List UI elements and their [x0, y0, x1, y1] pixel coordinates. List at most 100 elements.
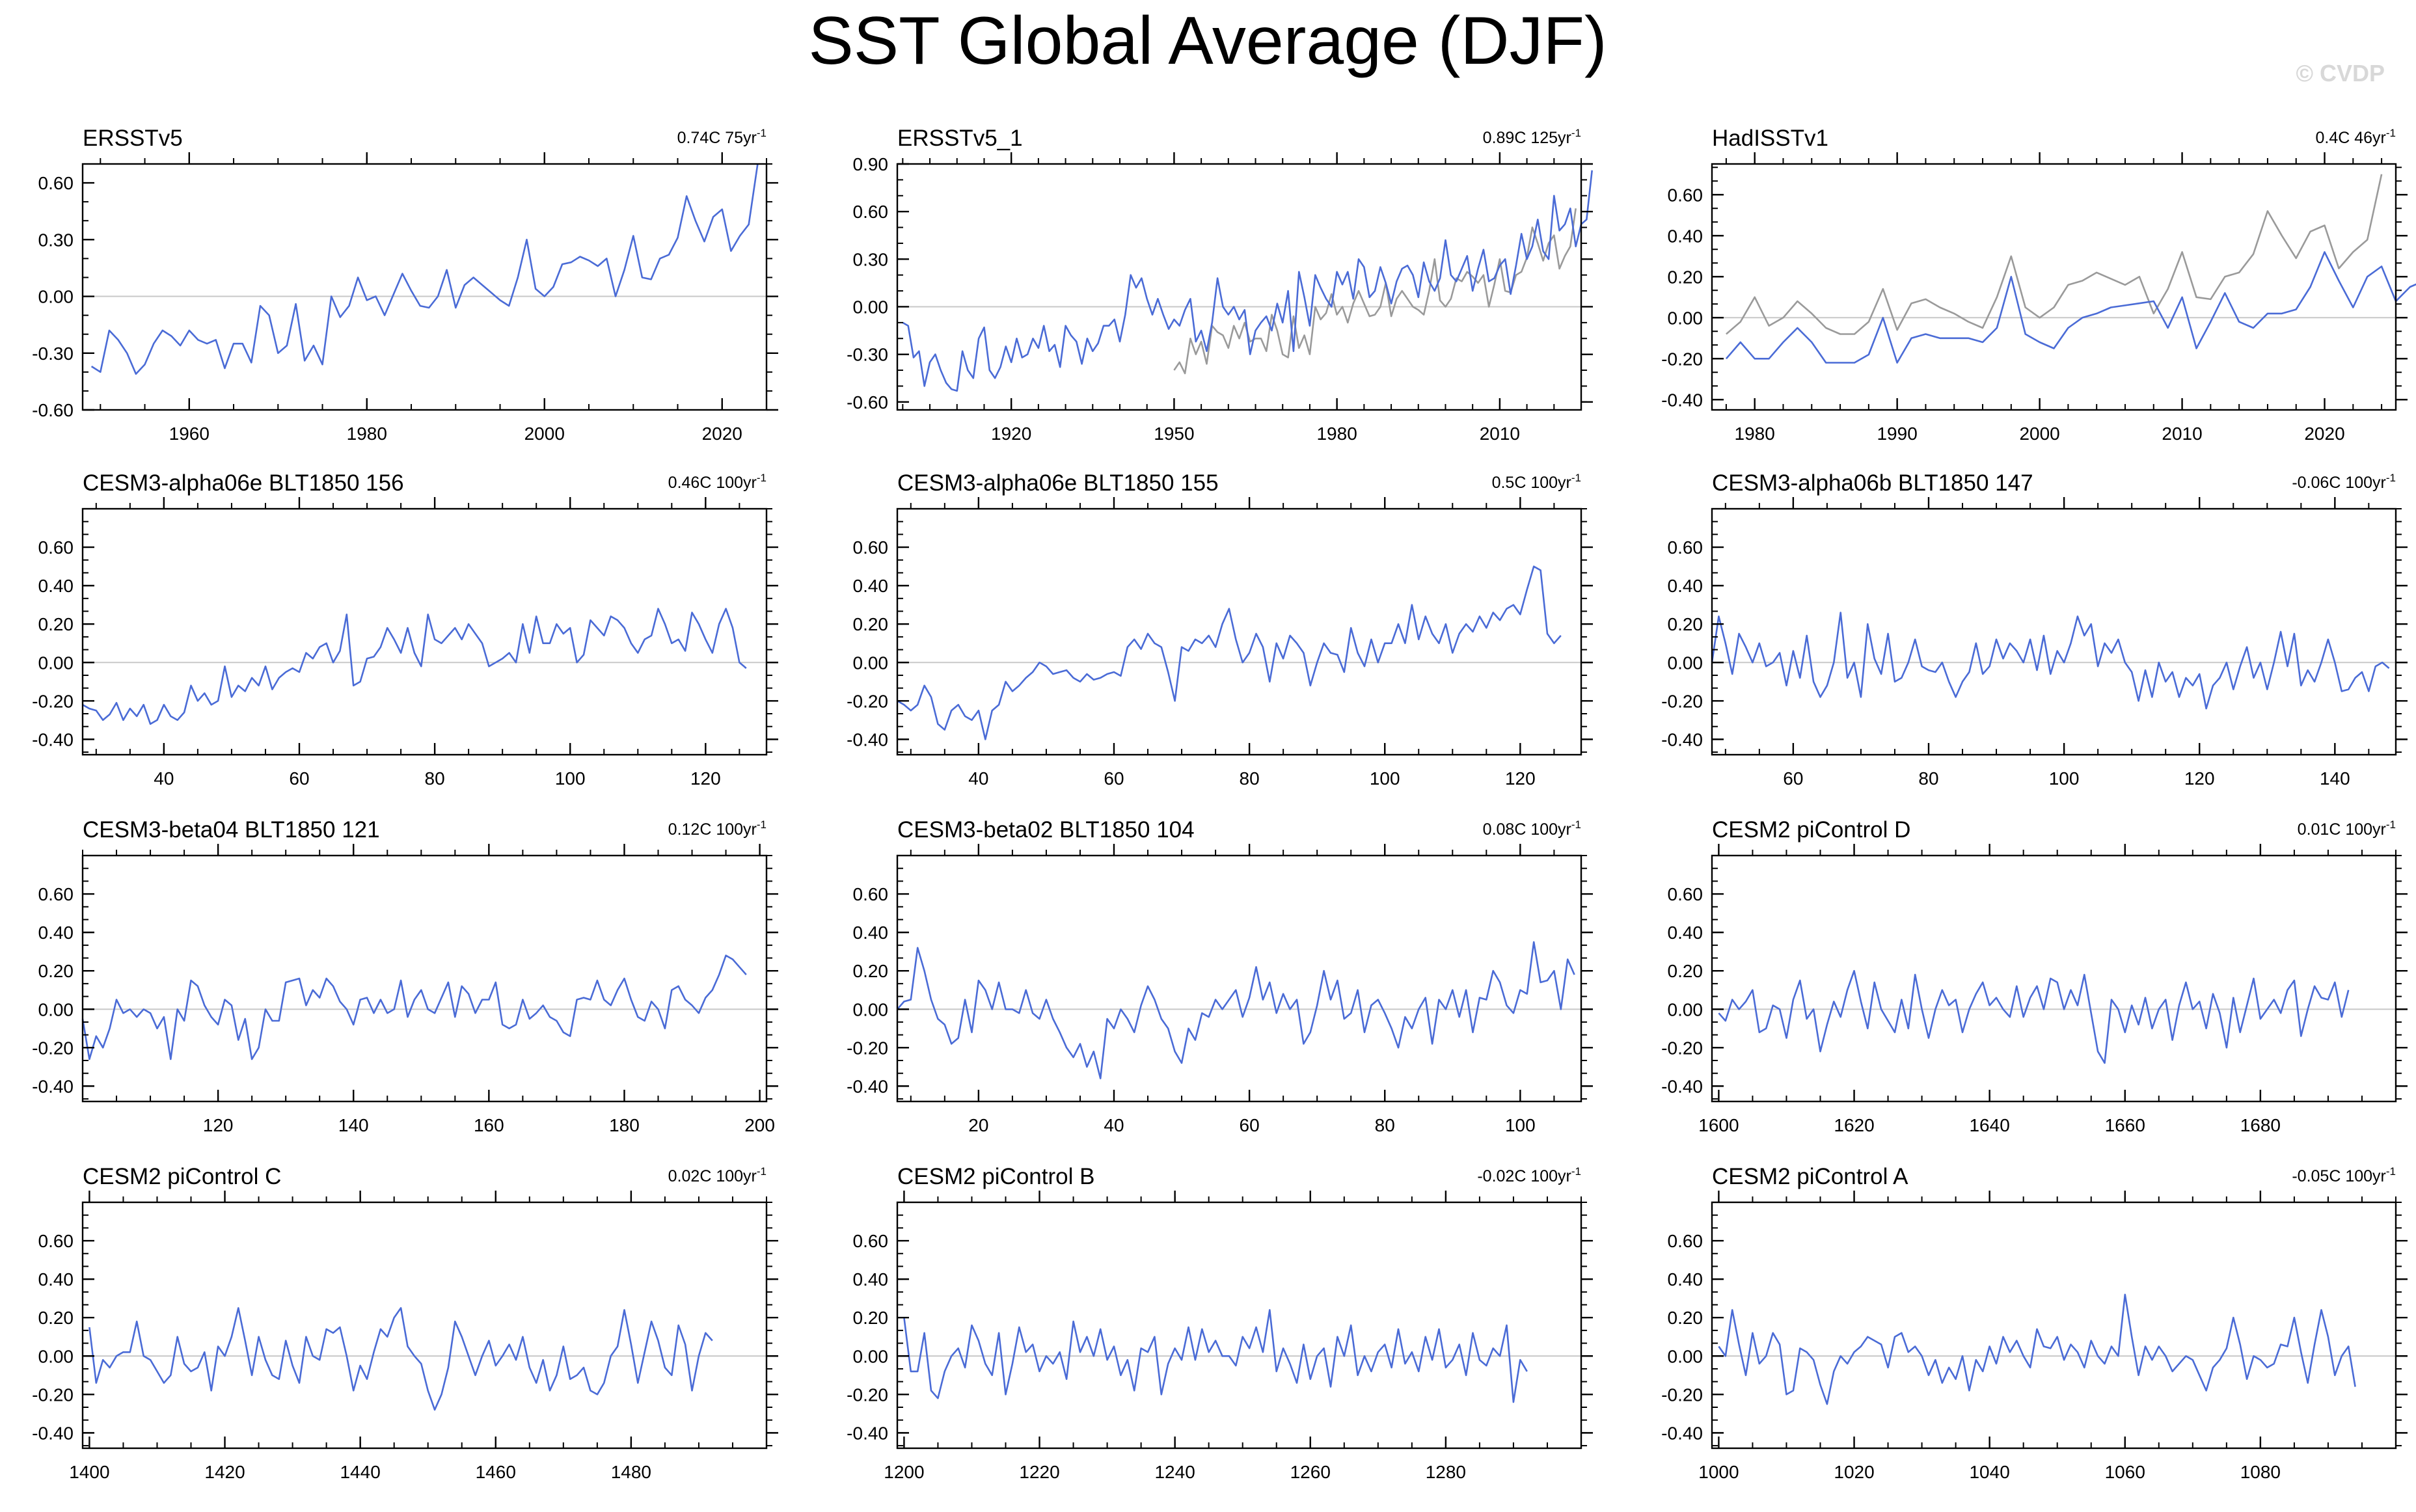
- trend-value: 0.02C 100yr: [668, 1167, 757, 1185]
- trend-exponent: -1: [1571, 1165, 1581, 1178]
- y-tick-label: -0.40: [847, 729, 888, 749]
- x-tick-label: 40: [968, 768, 988, 789]
- plot-frame: [1711, 854, 2397, 1103]
- series-line-primary: [1711, 612, 2390, 710]
- x-tick-label: 1640: [1969, 1115, 2009, 1135]
- y-tick-label: 0.60: [853, 202, 889, 222]
- x-tick-label: 2020: [702, 424, 742, 444]
- y-tick-label: -0.40: [1661, 390, 1703, 410]
- x-tick-label: 60: [1783, 768, 1803, 789]
- trend-label: 0.02C 100yr-1: [668, 1165, 767, 1185]
- y-tick-label: 0.60: [38, 1231, 74, 1251]
- y-tick-label: 0.20: [1668, 1308, 1703, 1328]
- x-tick-label: 1080: [2240, 1462, 2281, 1482]
- x-tick-label: 1980: [347, 424, 387, 444]
- series-line-primary: [88, 1307, 713, 1411]
- y-tick-label: 0.20: [38, 1308, 74, 1328]
- y-tick-label: 0.20: [1668, 961, 1703, 981]
- plot-frame: [1711, 1201, 2397, 1450]
- series-line-primary: [897, 941, 1575, 1079]
- trend-label: 0.89C 125yr-1: [1483, 127, 1581, 147]
- y-tick-label: -0.20: [847, 691, 888, 711]
- x-tick-label: 2000: [524, 424, 565, 444]
- y-tick-label: 0.40: [38, 923, 74, 943]
- plot-frame: [1711, 507, 2397, 756]
- y-tick-label: 0.00: [1668, 999, 1703, 1019]
- panel-6: CESM3-alpha06b BLT1850 147 -0.06C 100yr-1…: [1661, 470, 2408, 789]
- y-tick-label: 0.40: [1668, 576, 1703, 596]
- x-tick-label: 1200: [884, 1462, 924, 1482]
- y-tick-label: -0.20: [847, 1384, 888, 1405]
- y-tick-label: 0.00: [1668, 653, 1703, 673]
- panel-10: CESM2 piControl C 0.02C 100yr-1 1400 1420 14…: [32, 1164, 778, 1482]
- series-line-primary: [1718, 1293, 2356, 1405]
- x-tick-label: 140: [338, 1115, 369, 1135]
- x-tick-label: 1400: [69, 1462, 109, 1482]
- panel-4: CESM3-alpha06e BLT1850 156 0.46C 100yr-1 4…: [32, 470, 778, 789]
- x-tick-label: 160: [474, 1115, 504, 1135]
- watermark: © CVDP: [2296, 60, 2385, 87]
- y-tick-label: 0.30: [853, 249, 889, 269]
- x-tick-label: 100: [555, 768, 586, 789]
- y-tick-label: 0.60: [853, 884, 889, 904]
- trend-exponent: -1: [1571, 127, 1581, 139]
- y-tick-label: -0.40: [32, 1423, 74, 1443]
- y-tick-label: 0.20: [853, 1308, 889, 1328]
- y-tick-label: 0.40: [38, 576, 74, 596]
- x-tick-label: 1440: [340, 1462, 380, 1482]
- panel-9: CESM2 piControl D 0.01C 100yr-1 1600 1620 16…: [1661, 817, 2408, 1135]
- x-tick-label: 1980: [1316, 424, 1357, 444]
- panel-title: HadISSTv1: [1712, 126, 1828, 151]
- y-tick-label: 0.30: [38, 230, 74, 250]
- x-tick-label: 60: [1104, 768, 1124, 789]
- x-tick-label: 1040: [1969, 1462, 2009, 1482]
- x-tick-label: 120: [2184, 768, 2215, 789]
- panel-title: CESM2 piControl A: [1712, 1164, 1908, 1189]
- x-tick-label: 60: [289, 768, 309, 789]
- x-tick-label: 120: [690, 768, 721, 789]
- trend-value: 0.46C 100yr: [668, 474, 757, 492]
- y-tick-label: 0.00: [1668, 1346, 1703, 1366]
- trend-label: 0.74C 75yr-1: [677, 127, 767, 147]
- panel-title: CESM3-beta04 BLT1850 121: [83, 817, 380, 843]
- y-tick-label: 0.60: [38, 173, 74, 193]
- plot-frame: [896, 854, 1582, 1103]
- plot-frame: [896, 507, 1582, 756]
- series-line-reference: [1173, 208, 1577, 375]
- panel-title: CESM3-beta02 BLT1850 104: [897, 817, 1195, 843]
- panel-2: ERSSTv5_1 0.89C 125yr-1 1920 1950 1980 2010 -0…: [847, 126, 1593, 444]
- y-tick-label: -0.40: [1661, 729, 1703, 749]
- y-tick-label: -0.40: [32, 729, 74, 749]
- y-tick-label: 0.90: [853, 154, 889, 174]
- series-line-reference: [1726, 174, 2383, 335]
- y-tick-label: 0.60: [1668, 537, 1703, 558]
- x-tick-label: 180: [609, 1115, 640, 1135]
- x-tick-label: 40: [154, 768, 174, 789]
- x-tick-label: 100: [1505, 1115, 1536, 1135]
- y-tick-label: -0.20: [1661, 1038, 1703, 1058]
- x-tick-label: 120: [1505, 768, 1536, 789]
- panel-8: CESM3-beta02 BLT1850 104 0.08C 100yr-1 20 4…: [847, 817, 1593, 1135]
- y-tick-label: 0.40: [1668, 923, 1703, 943]
- x-tick-label: 60: [1240, 1115, 1260, 1135]
- trend-label: 0.01C 100yr-1: [2298, 818, 2396, 839]
- y-tick-label: 0.40: [853, 1269, 889, 1289]
- y-tick-label: 0.20: [1668, 614, 1703, 634]
- panel-7: CESM3-beta04 BLT1850 121 0.12C 100yr-1 120…: [32, 817, 778, 1135]
- panel-11: CESM2 piControl B -0.02C 100yr-1 1200 1220 1…: [847, 1164, 1593, 1482]
- x-tick-label: 1240: [1154, 1462, 1195, 1482]
- panel-title: CESM3-alpha06b BLT1850 147: [1712, 470, 2033, 496]
- y-tick-label: 0.40: [853, 923, 889, 943]
- trend-label: 0.4C 46yr-1: [2315, 127, 2396, 147]
- y-tick-label: -0.60: [847, 392, 888, 412]
- plot-frame: [81, 507, 768, 756]
- trend-value: 0.5C 100yr: [1492, 474, 1571, 492]
- y-tick-label: 0.00: [853, 297, 889, 317]
- y-tick-label: -0.20: [1661, 1384, 1703, 1405]
- x-tick-label: 80: [1918, 768, 1938, 789]
- x-tick-label: 20: [968, 1115, 988, 1135]
- panel-3: HadISSTv1 0.4C 46yr-1 1980 1990 2000 2010 2020…: [1661, 126, 2416, 444]
- trend-value: 0.89C 125yr: [1483, 129, 1571, 147]
- panel-title: CESM2 piControl D: [1712, 817, 1910, 843]
